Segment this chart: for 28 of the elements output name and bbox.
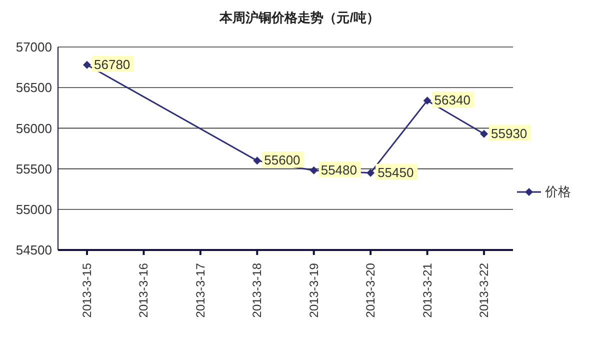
point bbox=[253, 156, 262, 165]
point bbox=[480, 130, 488, 138]
y-tick-label: 56000 bbox=[16, 120, 52, 136]
data-label: 55930 bbox=[491, 126, 528, 141]
y-tick-label: 55500 bbox=[16, 161, 52, 176]
x-tick-label: 2013-3-22 bbox=[477, 262, 491, 318]
y-tick-label: 57000 bbox=[16, 40, 52, 55]
data-label: 55480 bbox=[320, 162, 358, 178]
point bbox=[366, 168, 375, 177]
x-tick-label: 2013-3-18 bbox=[250, 262, 264, 318]
x-tick-label: 2013-3-21 bbox=[420, 262, 434, 318]
y-tick-label: 55000 bbox=[16, 202, 52, 218]
y-tick-label: 54500 bbox=[16, 242, 52, 258]
point bbox=[310, 166, 318, 174]
data-label: 55600 bbox=[264, 152, 300, 168]
legend-label: 价格 bbox=[545, 183, 571, 201]
x-tick-label: 2013-3-15 bbox=[80, 262, 94, 318]
data-label: 55450 bbox=[378, 164, 414, 180]
x-tick-label: 2013-3-16 bbox=[136, 262, 151, 318]
point bbox=[423, 96, 432, 105]
x-tick-label: 2013-3-17 bbox=[193, 262, 208, 318]
chart-title: 本周沪铜价格走势（元/吨） bbox=[218, 9, 380, 27]
y-tick-label: 56500 bbox=[16, 80, 52, 96]
data-label: 56780 bbox=[94, 56, 130, 72]
x-tick-label: 2013-3-19 bbox=[306, 262, 321, 318]
data-label: 56340 bbox=[434, 92, 470, 108]
x-tick-label: 2013-3-20 bbox=[364, 262, 378, 318]
point bbox=[83, 60, 91, 69]
